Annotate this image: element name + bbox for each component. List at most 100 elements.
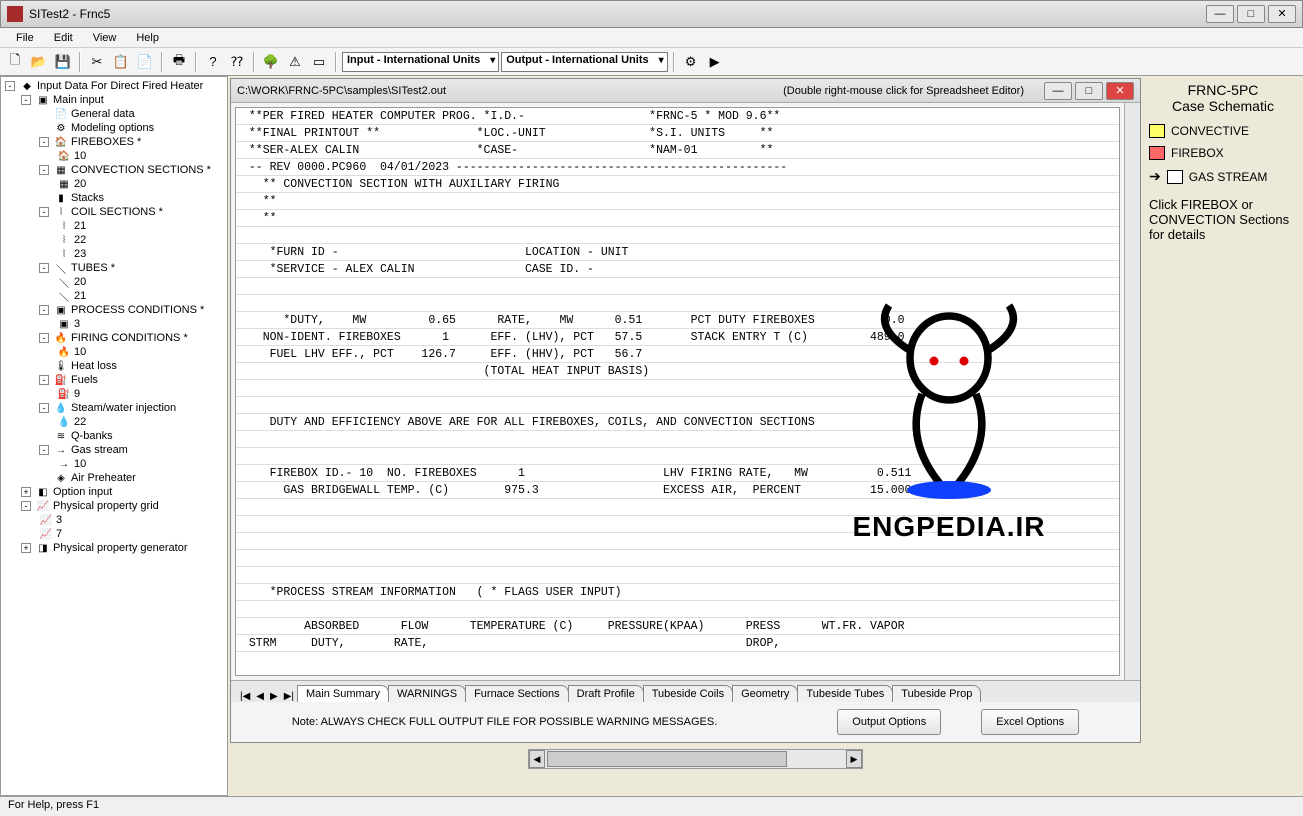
tree-item[interactable]: 🌡Heat loss xyxy=(3,359,225,373)
maximize-button[interactable]: □ xyxy=(1237,5,1265,23)
grid-row[interactable] xyxy=(236,567,1119,584)
tree-item[interactable]: -⛽Fuels xyxy=(3,373,225,387)
tree-item[interactable]: ▮Stacks xyxy=(3,191,225,205)
grid-row[interactable]: **PER FIRED HEATER COMPUTER PROG. *I.D.-… xyxy=(236,108,1119,125)
expander-icon[interactable]: - xyxy=(21,95,31,105)
expander-icon[interactable]: - xyxy=(39,333,49,343)
grid-row[interactable]: ** xyxy=(236,210,1119,227)
tree-item[interactable]: ≋Q-banks xyxy=(3,429,225,443)
tree-child[interactable]: ＼20 xyxy=(3,275,225,289)
tab[interactable]: Draft Profile xyxy=(568,685,644,702)
tree-child[interactable]: ⦚22 xyxy=(3,233,225,247)
output-units-combo[interactable]: Output - International Units xyxy=(501,52,667,72)
expander-icon[interactable]: + xyxy=(21,487,31,497)
grid-row[interactable]: -- REV 0000.PC960 04/01/2023 -----------… xyxy=(236,159,1119,176)
new-icon[interactable]: 🗋 xyxy=(4,51,26,73)
grid-row[interactable] xyxy=(236,601,1119,618)
menu-file[interactable]: File xyxy=(6,30,44,46)
grid-row[interactable] xyxy=(236,448,1119,465)
sub-close-button[interactable]: ✕ xyxy=(1106,82,1134,100)
grid-row[interactable]: **SER-ALEX CALIN *CASE- *NAM-01 ** xyxy=(236,142,1119,159)
open-icon[interactable]: 📂 xyxy=(28,51,50,73)
tab[interactable]: WARNINGS xyxy=(388,685,466,702)
tree-child[interactable]: →10 xyxy=(3,457,225,471)
tree-child[interactable]: ▣3 xyxy=(3,317,225,331)
grid-row[interactable] xyxy=(236,499,1119,516)
grid-row[interactable] xyxy=(236,380,1119,397)
grid-row[interactable] xyxy=(236,431,1119,448)
tree-physical-property-grid[interactable]: -📈Physical property grid xyxy=(3,499,225,513)
tree-item[interactable]: -→Gas stream xyxy=(3,443,225,457)
tree-root[interactable]: -◆Input Data For Direct Fired Heater xyxy=(3,79,225,93)
close-button[interactable]: ✕ xyxy=(1268,5,1296,23)
sub-minimize-button[interactable]: — xyxy=(1044,82,1072,100)
tree-item[interactable]: -🏠FIREBOXES * xyxy=(3,135,225,149)
print-icon[interactable]: 🖶 xyxy=(168,51,190,73)
grid-row[interactable] xyxy=(236,278,1119,295)
tab-nav-first[interactable]: |◀ xyxy=(237,691,253,702)
tab-nav-prev[interactable]: ◀ xyxy=(253,691,267,702)
expander-icon[interactable]: - xyxy=(21,501,31,511)
tree-child[interactable]: 🏠10 xyxy=(3,149,225,163)
grid-row[interactable] xyxy=(236,533,1119,550)
save-icon[interactable]: 💾 xyxy=(52,51,74,73)
tab[interactable]: Main Summary xyxy=(297,685,389,702)
grid-row[interactable] xyxy=(236,295,1119,312)
grid-row[interactable]: (TOTAL HEAT INPUT BASIS) xyxy=(236,363,1119,380)
tree-physical-property-generator[interactable]: +◨Physical property generator xyxy=(3,541,225,555)
tab[interactable]: Tubeside Tubes xyxy=(797,685,893,702)
output-grid[interactable]: **PER FIRED HEATER COMPUTER PROG. *I.D.-… xyxy=(235,107,1120,676)
tree-child[interactable]: 🔥10 xyxy=(3,345,225,359)
expander-icon[interactable]: - xyxy=(39,375,49,385)
grid-row[interactable]: ABSORBED FLOW TEMPERATURE (C) PRESSURE(K… xyxy=(236,618,1119,635)
grid-row[interactable]: *DUTY, MW 0.65 RATE, MW 0.51 PCT DUTY FI… xyxy=(236,312,1119,329)
paste-icon[interactable]: 📄 xyxy=(134,51,156,73)
expander-icon[interactable]: - xyxy=(39,137,49,147)
tree-item[interactable]: -▦CONVECTION SECTIONS * xyxy=(3,163,225,177)
expander-icon[interactable]: - xyxy=(39,207,49,217)
run-icon[interactable]: ▶ xyxy=(704,51,726,73)
tab[interactable]: Geometry xyxy=(732,685,798,702)
excel-options-button[interactable]: Excel Options xyxy=(981,709,1079,735)
scroll-right-button[interactable]: ▶ xyxy=(846,750,862,768)
tree-child[interactable]: ⦚23 xyxy=(3,247,225,261)
cut-icon[interactable]: ✂ xyxy=(86,51,108,73)
warning-icon[interactable]: ⚠ xyxy=(284,51,306,73)
tab-nav-last[interactable]: ▶| xyxy=(281,691,297,702)
tab[interactable]: Tubeside Coils xyxy=(643,685,733,702)
tree-child[interactable]: ⛽9 xyxy=(3,387,225,401)
sub-maximize-button[interactable]: □ xyxy=(1075,82,1103,100)
menu-edit[interactable]: Edit xyxy=(44,30,83,46)
grid-row[interactable]: NON-IDENT. FIREBOXES 1 EFF. (LHV), PCT 5… xyxy=(236,329,1119,346)
tree-item[interactable]: -▣PROCESS CONDITIONS * xyxy=(3,303,225,317)
tree-item[interactable]: -⦚COIL SECTIONS * xyxy=(3,205,225,219)
tree-item[interactable]: 📄General data xyxy=(3,107,225,121)
scroll-thumb[interactable] xyxy=(547,751,787,767)
tree-item[interactable]: -🔥FIRING CONDITIONS * xyxy=(3,331,225,345)
output-options-button[interactable]: Output Options xyxy=(837,709,941,735)
tree-main-input[interactable]: -▣Main input xyxy=(3,93,225,107)
grid-row[interactable]: ** CONVECTION SECTION WITH AUXILIARY FIR… xyxy=(236,176,1119,193)
grid-row[interactable]: FUEL LHV EFF., PCT 126.7 EFF. (HHV), PCT… xyxy=(236,346,1119,363)
tree-ppg-child[interactable]: 📈3 xyxy=(3,513,225,527)
grid-row[interactable] xyxy=(236,227,1119,244)
tree-icon[interactable]: 🌳 xyxy=(260,51,282,73)
expander-icon[interactable]: - xyxy=(39,403,49,413)
tree-child[interactable]: ▦20 xyxy=(3,177,225,191)
help-icon[interactable]: ? xyxy=(202,51,224,73)
grid-row[interactable]: **FINAL PRINTOUT ** *LOC.-UNIT *S.I. UNI… xyxy=(236,125,1119,142)
context-help-icon[interactable]: ⁇ xyxy=(226,51,248,73)
tab[interactable]: Tubeside Prop xyxy=(892,685,981,702)
minimize-button[interactable]: — xyxy=(1206,5,1234,23)
tree-item[interactable]: ◈Air Preheater xyxy=(3,471,225,485)
grid-row[interactable] xyxy=(236,397,1119,414)
grid-row[interactable]: STRM DUTY, RATE, DROP, xyxy=(236,635,1119,652)
tree-child[interactable]: ＼21 xyxy=(3,289,225,303)
tab[interactable]: Furnace Sections xyxy=(465,685,569,702)
expander-icon[interactable]: - xyxy=(39,305,49,315)
expander-icon[interactable]: - xyxy=(39,263,49,273)
tree-item[interactable]: ⚙Modeling options xyxy=(3,121,225,135)
options-icon[interactable]: ⚙ xyxy=(680,51,702,73)
vertical-scrollbar[interactable] xyxy=(1124,103,1140,680)
horizontal-scrollbar[interactable]: ◀ ▶ xyxy=(528,749,863,769)
